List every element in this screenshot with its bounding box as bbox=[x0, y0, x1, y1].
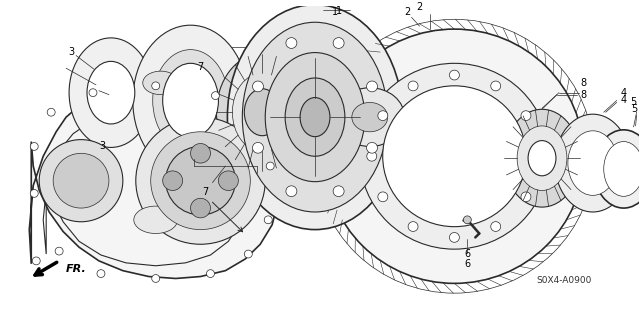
Ellipse shape bbox=[232, 73, 292, 151]
Text: 5: 5 bbox=[632, 104, 637, 114]
Circle shape bbox=[367, 151, 377, 161]
Ellipse shape bbox=[352, 102, 388, 132]
Circle shape bbox=[532, 151, 542, 161]
Ellipse shape bbox=[285, 78, 345, 156]
Ellipse shape bbox=[87, 61, 135, 124]
Circle shape bbox=[491, 81, 500, 91]
Circle shape bbox=[286, 186, 297, 197]
Circle shape bbox=[367, 81, 378, 92]
Text: 6: 6 bbox=[464, 249, 470, 259]
Circle shape bbox=[55, 247, 63, 255]
Circle shape bbox=[244, 250, 252, 258]
Ellipse shape bbox=[265, 53, 365, 182]
Text: 2: 2 bbox=[417, 2, 422, 11]
Text: S0X4-A0900: S0X4-A0900 bbox=[536, 276, 591, 285]
Text: 2: 2 bbox=[404, 7, 411, 18]
Text: 7: 7 bbox=[202, 188, 209, 197]
Ellipse shape bbox=[568, 131, 618, 195]
Ellipse shape bbox=[39, 140, 123, 222]
Ellipse shape bbox=[191, 144, 211, 163]
Ellipse shape bbox=[69, 38, 153, 147]
Text: 1: 1 bbox=[336, 6, 342, 17]
Circle shape bbox=[207, 270, 214, 278]
Circle shape bbox=[264, 216, 272, 224]
Circle shape bbox=[408, 222, 418, 231]
Ellipse shape bbox=[151, 132, 250, 230]
Circle shape bbox=[521, 192, 531, 202]
Circle shape bbox=[449, 233, 460, 242]
Ellipse shape bbox=[191, 198, 211, 218]
Ellipse shape bbox=[163, 171, 182, 190]
Circle shape bbox=[378, 111, 388, 121]
Ellipse shape bbox=[166, 146, 236, 215]
Circle shape bbox=[521, 111, 531, 121]
Circle shape bbox=[378, 192, 388, 202]
Ellipse shape bbox=[163, 63, 218, 138]
Circle shape bbox=[333, 186, 344, 197]
Ellipse shape bbox=[216, 54, 308, 171]
Circle shape bbox=[253, 81, 264, 92]
Ellipse shape bbox=[504, 109, 580, 207]
Text: 3: 3 bbox=[68, 47, 74, 56]
Ellipse shape bbox=[528, 141, 556, 176]
Ellipse shape bbox=[153, 50, 228, 151]
Ellipse shape bbox=[143, 71, 179, 95]
Circle shape bbox=[449, 70, 460, 80]
Circle shape bbox=[47, 108, 55, 116]
Text: 3: 3 bbox=[99, 141, 105, 152]
Ellipse shape bbox=[53, 153, 109, 208]
Circle shape bbox=[408, 81, 418, 91]
Circle shape bbox=[266, 162, 274, 170]
Circle shape bbox=[286, 38, 297, 48]
Text: 1: 1 bbox=[332, 7, 338, 18]
Text: 4: 4 bbox=[621, 95, 627, 106]
Text: 6: 6 bbox=[464, 259, 470, 269]
Ellipse shape bbox=[335, 88, 404, 146]
Circle shape bbox=[491, 222, 500, 231]
Circle shape bbox=[97, 270, 105, 278]
Circle shape bbox=[152, 82, 160, 90]
Circle shape bbox=[253, 142, 264, 153]
Circle shape bbox=[152, 275, 160, 282]
Ellipse shape bbox=[325, 29, 584, 283]
Ellipse shape bbox=[134, 206, 178, 234]
Text: FR.: FR. bbox=[66, 264, 87, 274]
Circle shape bbox=[30, 189, 38, 197]
Ellipse shape bbox=[604, 142, 640, 196]
Circle shape bbox=[333, 38, 344, 48]
Polygon shape bbox=[29, 85, 278, 278]
Circle shape bbox=[367, 142, 378, 153]
Ellipse shape bbox=[555, 114, 630, 212]
Ellipse shape bbox=[594, 130, 640, 208]
Ellipse shape bbox=[300, 98, 330, 137]
Text: 8: 8 bbox=[581, 90, 587, 100]
Ellipse shape bbox=[517, 126, 567, 190]
Ellipse shape bbox=[136, 117, 265, 244]
Circle shape bbox=[211, 92, 220, 100]
Circle shape bbox=[89, 89, 97, 97]
Circle shape bbox=[32, 257, 40, 265]
Ellipse shape bbox=[360, 63, 549, 249]
Text: 4: 4 bbox=[621, 88, 627, 98]
Ellipse shape bbox=[244, 89, 280, 136]
Text: 5: 5 bbox=[630, 97, 637, 108]
Ellipse shape bbox=[243, 22, 388, 212]
Circle shape bbox=[463, 216, 471, 224]
Ellipse shape bbox=[227, 5, 403, 230]
Text: 7: 7 bbox=[197, 62, 204, 72]
Ellipse shape bbox=[218, 171, 238, 190]
Ellipse shape bbox=[133, 25, 248, 176]
Ellipse shape bbox=[383, 86, 526, 227]
Circle shape bbox=[252, 118, 259, 126]
Text: 8: 8 bbox=[581, 78, 587, 88]
Circle shape bbox=[30, 143, 38, 150]
